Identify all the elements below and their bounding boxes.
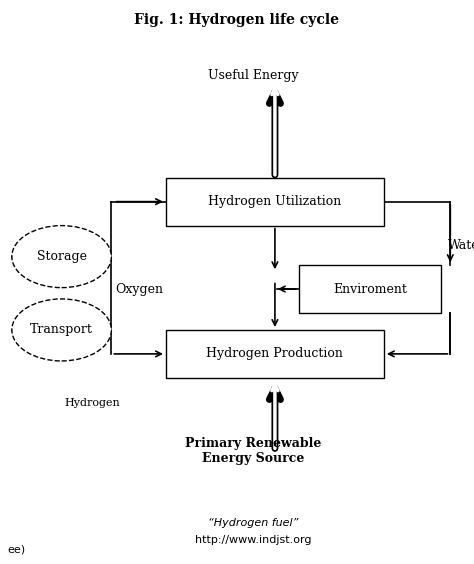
Text: Useful Energy: Useful Energy [208,69,299,82]
Text: Transport: Transport [30,323,93,337]
Text: Enviroment: Enviroment [333,283,407,296]
Text: Fig. 1: Hydrogen life cycle: Fig. 1: Hydrogen life cycle [135,13,339,27]
Text: http://www.indjst.org: http://www.indjst.org [195,535,312,545]
Ellipse shape [12,226,111,288]
Text: Hydrogen: Hydrogen [64,398,120,408]
Text: ee): ee) [7,545,25,555]
Text: Storage: Storage [36,250,87,263]
Text: Hydrogen Utilization: Hydrogen Utilization [208,195,342,208]
Text: Oxygen: Oxygen [116,283,164,296]
FancyBboxPatch shape [166,178,384,226]
Text: Primary Renewable
Energy Source: Primary Renewable Energy Source [185,437,322,465]
Text: Water: Water [448,239,474,252]
Ellipse shape [12,299,111,361]
FancyBboxPatch shape [299,265,441,313]
Text: “Hydrogen fuel”: “Hydrogen fuel” [209,518,299,528]
FancyBboxPatch shape [166,330,384,378]
Text: Hydrogen Production: Hydrogen Production [207,347,343,360]
